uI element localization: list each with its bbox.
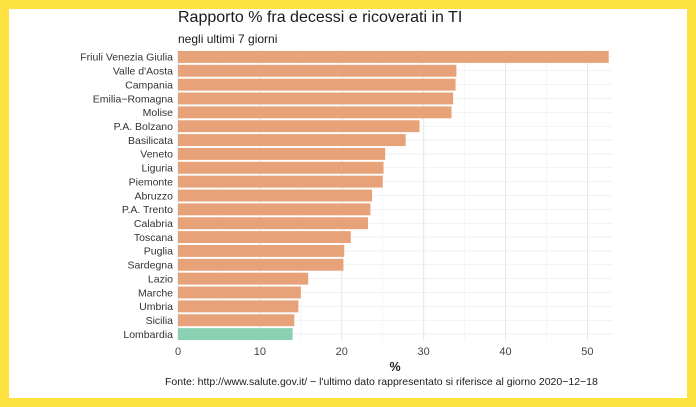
bar-calabria bbox=[178, 217, 368, 230]
bar-emilia-romagna bbox=[178, 92, 454, 105]
bar-sicilia bbox=[178, 314, 295, 327]
y-tick-label: Puglia bbox=[144, 246, 173, 258]
y-tick-label: Campania bbox=[125, 79, 173, 91]
bar-campania bbox=[178, 78, 456, 91]
x-tick-label: 0 bbox=[175, 346, 181, 358]
y-tick-label: Abruzzo bbox=[134, 190, 173, 202]
y-tick-label: Friuli Venezia Giulia bbox=[80, 52, 173, 64]
bar-p-a-trento bbox=[178, 203, 371, 216]
y-tick-label: Emilia−Romagna bbox=[93, 93, 173, 105]
y-tick-label: Lazio bbox=[148, 273, 173, 285]
y-tick-label: Sicilia bbox=[146, 315, 174, 327]
bar-umbria bbox=[178, 300, 299, 313]
bar-abruzzo bbox=[178, 189, 373, 202]
bar-basilicata bbox=[178, 134, 406, 147]
bar-liguria bbox=[178, 161, 384, 174]
y-tick-label: Piemonte bbox=[129, 176, 174, 188]
bar-toscana bbox=[178, 231, 351, 244]
y-tick-label: Liguria bbox=[141, 163, 173, 175]
bar-marche bbox=[178, 286, 301, 299]
y-tick-label: Toscana bbox=[134, 232, 173, 244]
y-tick-label: Marche bbox=[138, 287, 173, 299]
chart-subtitle: negli ultimi 7 giorni bbox=[178, 32, 278, 46]
y-tick-label: P.A. Trento bbox=[122, 204, 173, 216]
y-tick-label: Basilicata bbox=[128, 135, 173, 147]
bar-p-a-bolzano bbox=[178, 120, 420, 133]
bar-molise bbox=[178, 106, 452, 119]
bar-lazio bbox=[178, 272, 309, 285]
bar-valle-d-aosta bbox=[178, 64, 457, 77]
bar-lombardia bbox=[178, 328, 293, 341]
bar-veneto bbox=[178, 147, 386, 160]
y-tick-label: P.A. Bolzano bbox=[114, 121, 174, 133]
y-tick-label: Calabria bbox=[134, 218, 173, 230]
y-tick-label: Umbria bbox=[139, 301, 173, 313]
bar-sardegna bbox=[178, 258, 344, 271]
x-tick-label: 10 bbox=[254, 346, 266, 358]
bar-puglia bbox=[178, 244, 345, 257]
source-note: Fonte: http://www.salute.gov.it/ − l'ult… bbox=[165, 376, 598, 388]
chart-title: Rapporto % fra decessi e ricoverati in T… bbox=[178, 9, 463, 26]
y-tick-label: Lombardia bbox=[123, 329, 173, 341]
x-axis-label: % bbox=[389, 360, 400, 374]
y-tick-label: Molise bbox=[143, 107, 174, 119]
x-tick-label: 30 bbox=[418, 346, 430, 358]
x-tick-label: 20 bbox=[336, 346, 348, 358]
x-tick-label: 40 bbox=[499, 346, 511, 358]
bar-piemonte bbox=[178, 175, 383, 188]
y-tick-label: Veneto bbox=[140, 149, 173, 161]
y-tick-label: Sardegna bbox=[127, 260, 173, 272]
bar-friuli-venezia-giulia bbox=[178, 50, 609, 63]
y-tick-label: Valle d'Aosta bbox=[113, 66, 173, 78]
x-tick-label: 50 bbox=[581, 346, 593, 358]
